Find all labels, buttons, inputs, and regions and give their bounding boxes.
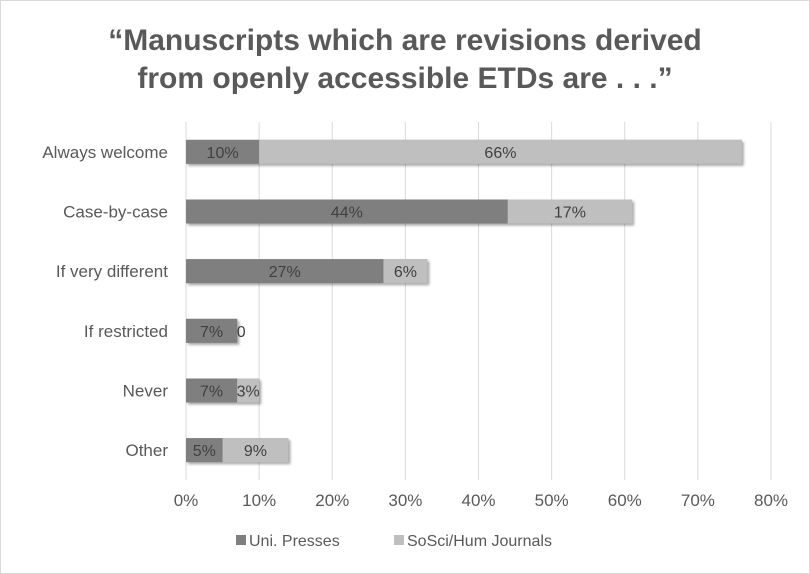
chart-title-line-1: “Manuscripts which are revisions derived (108, 24, 702, 57)
bar-segment-sosci-hum-journals (259, 139, 742, 164)
data-label: 27% (269, 264, 301, 281)
data-label: 44% (331, 205, 363, 222)
legend-label: SoSci/Hum Journals (407, 533, 552, 550)
bar-segment-uni-presses (186, 139, 260, 164)
category-label: If restricted (84, 322, 168, 341)
x-tick-label: 10% (242, 491, 276, 510)
data-label: 0 (237, 324, 246, 341)
data-label: 3% (237, 384, 260, 401)
bar-segment-sosci-hum-journals (383, 259, 428, 284)
x-tick-label: 30% (388, 491, 422, 510)
data-label: 9% (244, 443, 267, 460)
bar-segment-uni-presses (186, 199, 508, 224)
legend-label: Uni. Presses (249, 533, 340, 550)
x-tick-label: 70% (681, 491, 715, 510)
legend-swatch (394, 535, 404, 545)
data-label: 66% (484, 145, 516, 162)
data-label: 7% (200, 384, 223, 401)
category-label: Never (123, 382, 169, 401)
chart-title-line-2: from openly accessible ETDs are . . .” (137, 62, 673, 95)
bar-segment-sosci-hum-journals (507, 199, 633, 224)
x-tick-label: 80% (754, 491, 788, 510)
x-tick-label: 20% (315, 491, 349, 510)
category-label: If very different (56, 262, 168, 281)
category-label: Case-by-case (63, 203, 168, 222)
x-tick-label: 50% (535, 491, 569, 510)
bar-segment-uni-presses (186, 259, 384, 284)
x-tick-label: 40% (461, 491, 495, 510)
data-label: 6% (394, 264, 417, 281)
bar-segment-sosci-hum-journals (222, 438, 289, 463)
x-tick-label: 0% (174, 491, 199, 510)
bar-segment-uni-presses (186, 318, 238, 343)
category-label: Other (125, 441, 168, 460)
data-label: 10% (207, 145, 239, 162)
data-label: 17% (554, 205, 586, 222)
data-label: 7% (200, 324, 223, 341)
legend-swatch (236, 535, 246, 545)
data-label: 5% (193, 443, 216, 460)
bar-segment-sosci-hum-journals (237, 378, 260, 403)
x-tick-label: 60% (608, 491, 642, 510)
bar-segment-uni-presses (186, 378, 238, 403)
bar-segment-uni-presses (186, 438, 223, 463)
category-label: Always welcome (42, 143, 168, 162)
chart-title: “Manuscripts which are revisions derived… (20, 22, 790, 98)
